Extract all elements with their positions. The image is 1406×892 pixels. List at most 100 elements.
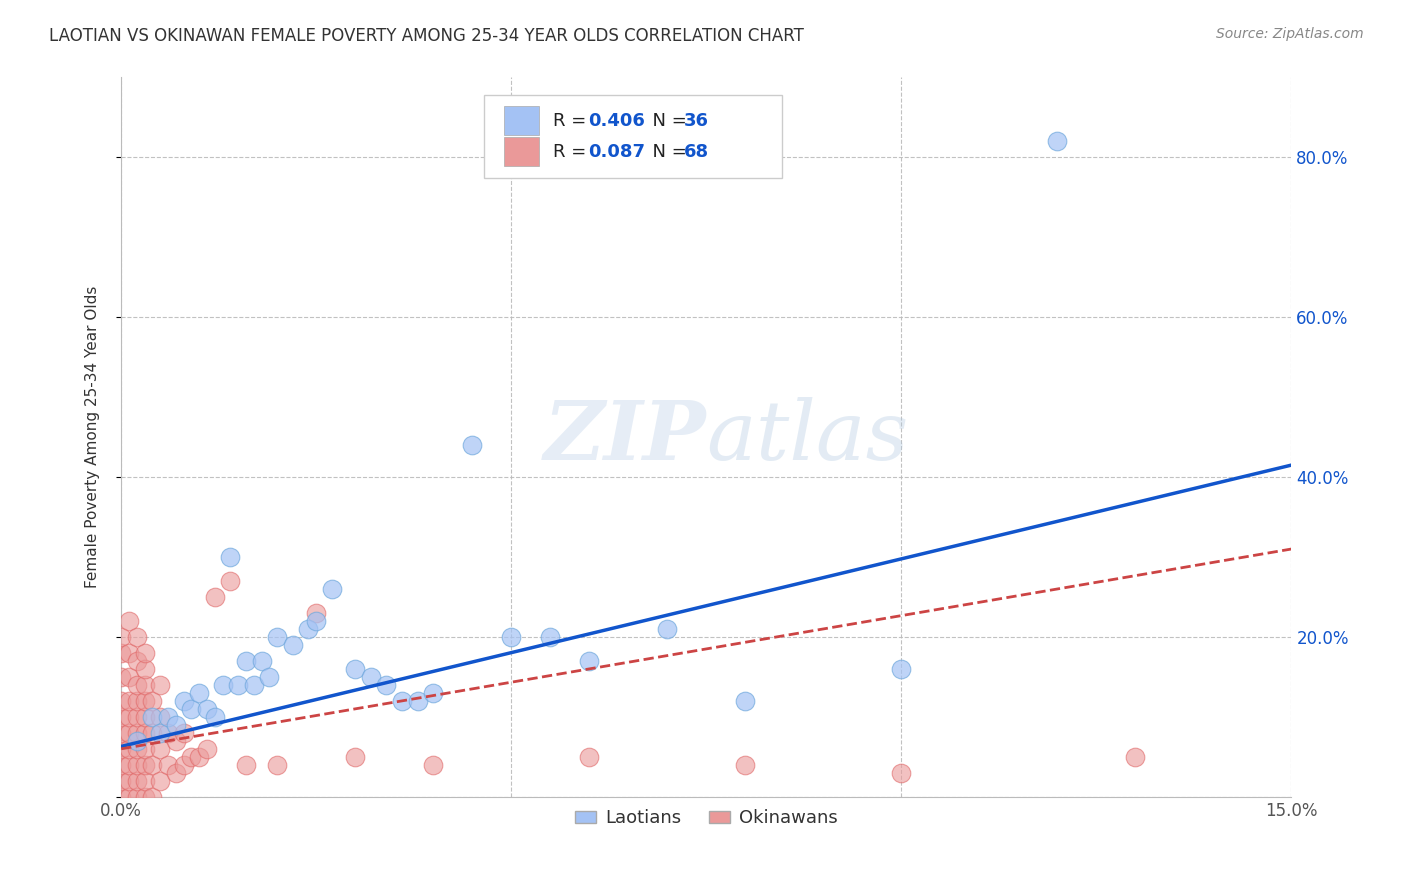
Bar [503,106,538,135]
Text: R =: R = [553,143,592,161]
Point [125,654,148,668]
Point [204,710,226,724]
Point [156,726,179,740]
Point [134,662,156,676]
Point [149,678,172,692]
Point [156,710,179,724]
Point [118,757,141,772]
Point [125,757,148,772]
Point [305,606,328,620]
Point [110,694,132,708]
Point [110,710,132,724]
Point [134,741,156,756]
Point [125,773,148,788]
Point [422,686,444,700]
Point [141,694,163,708]
Text: 36: 36 [685,112,709,129]
Point [141,757,163,772]
Point [118,726,141,740]
Y-axis label: Female Poverty Among 25-34 Year Olds: Female Poverty Among 25-34 Year Olds [86,286,100,589]
Point [134,678,156,692]
Point [125,741,148,756]
Point [235,654,257,668]
Text: 0.406: 0.406 [588,112,645,129]
Point [266,630,288,644]
Text: LAOTIAN VS OKINAWAN FEMALE POVERTY AMONG 25-34 YEAR OLDS CORRELATION CHART: LAOTIAN VS OKINAWAN FEMALE POVERTY AMONG… [49,27,804,45]
Point [125,726,148,740]
Point [118,773,141,788]
Point [890,765,912,780]
Point [344,749,367,764]
Point [165,734,187,748]
Point [165,718,187,732]
Point [890,662,912,676]
Point [118,789,141,804]
Point [188,686,211,700]
Point [391,694,413,708]
Point [125,789,148,804]
Point [110,741,132,756]
Point [406,694,429,708]
Point [149,741,172,756]
Point [125,694,148,708]
Point [578,749,600,764]
Point [141,710,163,724]
FancyBboxPatch shape [484,95,782,178]
Point [461,438,484,452]
Point [149,726,172,740]
Point [110,789,132,804]
Point [149,773,172,788]
Point [134,726,156,740]
Point [156,757,179,772]
Point [266,757,288,772]
Point [173,757,195,772]
Point [149,710,172,724]
Point [734,757,756,772]
Point [211,678,233,692]
Point [110,726,132,740]
Bar [503,137,538,166]
Point [118,694,141,708]
Point [422,757,444,772]
Point [118,646,141,660]
Point [125,630,148,644]
Point [360,670,382,684]
Text: R =: R = [553,112,592,129]
Point [118,741,141,756]
Point [235,757,257,772]
Text: Source: ZipAtlas.com: Source: ZipAtlas.com [1216,27,1364,41]
Point [242,678,264,692]
Point [259,670,281,684]
Point [501,630,523,644]
Point [344,662,367,676]
Point [321,582,343,596]
Point [1046,134,1069,148]
Point [110,757,132,772]
Point [226,678,249,692]
Point [118,670,141,684]
Point [125,678,148,692]
Legend: Laotians, Okinawans: Laotians, Okinawans [568,802,845,835]
Point [110,670,132,684]
Point [538,630,561,644]
Point [134,789,156,804]
Point [281,638,304,652]
Point [134,646,156,660]
Point [118,614,141,628]
Point [180,749,202,764]
Point [1125,749,1147,764]
Text: 68: 68 [685,143,709,161]
Point [219,549,242,564]
Point [375,678,398,692]
Point [180,702,202,716]
Text: N =: N = [641,112,692,129]
Point [134,773,156,788]
Point [110,773,132,788]
Point [141,726,163,740]
Point [195,741,218,756]
Text: ZIP: ZIP [544,397,706,477]
Point [134,710,156,724]
Text: 0.087: 0.087 [588,143,645,161]
Text: atlas: atlas [706,397,908,477]
Point [219,574,242,588]
